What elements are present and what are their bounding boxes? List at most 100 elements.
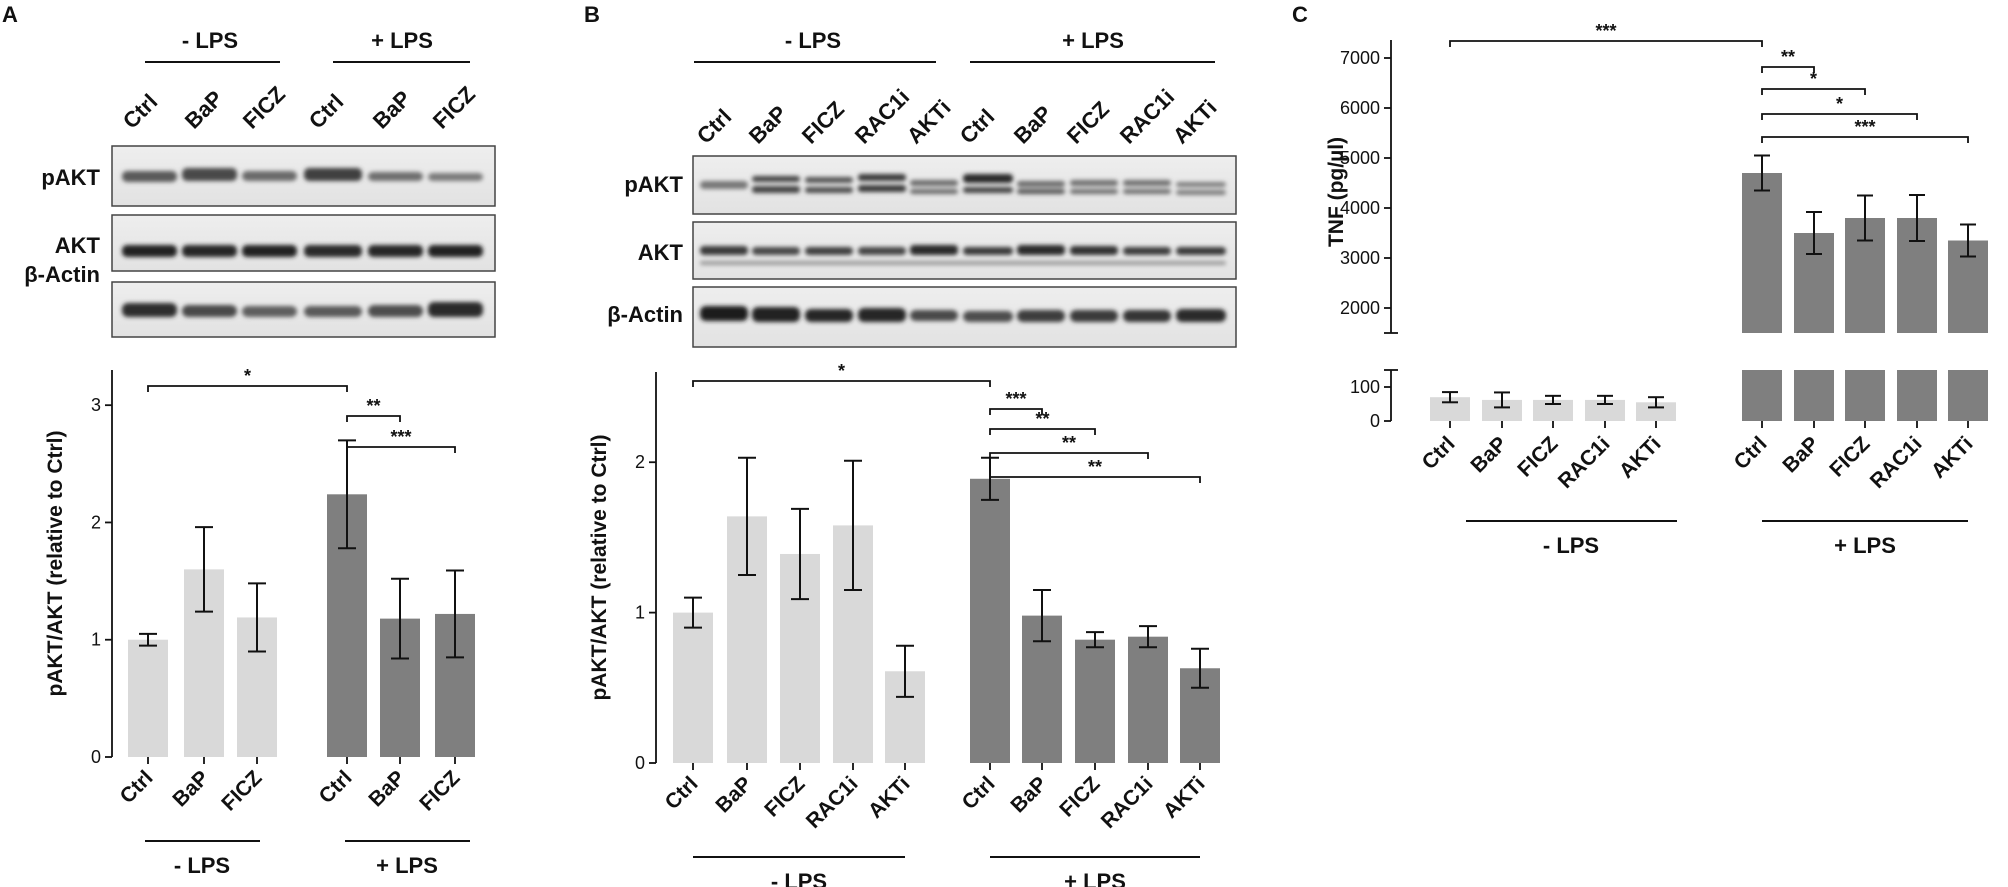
- chart-b-sig-bracket-3-label: **: [1062, 433, 1076, 453]
- chart-b-bar-0: [673, 612, 713, 763]
- chart-a-y-tick-label-2: 2: [91, 512, 101, 532]
- chart-a-y-tick-label-0: 0: [91, 747, 101, 767]
- chart-a-error-bar-4: [391, 577, 409, 660]
- blot-b-lane-label-5: Ctrl: [955, 104, 999, 148]
- chart-c-sig-bracket-0-label: ***: [1595, 21, 1616, 41]
- chart-c-sig-bracket-2-label: *: [1810, 69, 1817, 89]
- chart-c-y-axis-label: TNF (pg/µl): [1325, 137, 1348, 247]
- blot-b-strip-actin: [692, 286, 1237, 348]
- chart-a-sig-bracket-0-label: *: [244, 366, 251, 386]
- panel-letter-c: C: [1292, 2, 1308, 27]
- chart-c-group-label-neg: - LPS: [1543, 533, 1599, 558]
- chart-c-error-bar-1: [1494, 391, 1510, 409]
- blot-b-lane-label-7: FICZ: [1062, 96, 1114, 148]
- chart-b-bar-7: [1075, 639, 1115, 763]
- chart-a-x-tick-label-5: FICZ: [415, 766, 464, 815]
- chart-b-group-label-neg: - LPS: [771, 869, 827, 887]
- chart-b-sig-bracket-4-label: **: [1088, 457, 1102, 477]
- chart-c-y-tick-label-upper-5: 7000: [1340, 48, 1380, 68]
- blot-a-strip-akt: [111, 214, 496, 272]
- chart-a-sig-bracket-2: ***: [346, 427, 456, 453]
- chart-c-sig-bracket-1-line: [1761, 66, 1815, 73]
- chart-c-y-tick-label-lower-0: 0: [1370, 411, 1380, 431]
- chart-a-error-bar-0: [139, 632, 157, 647]
- chart-a-sig-bracket-2-label: ***: [390, 427, 411, 447]
- chart-c-bar-lower-7: [1845, 370, 1885, 421]
- blot-b-strip-akt: [692, 221, 1237, 280]
- chart-c-error-bar-2: [1545, 394, 1561, 405]
- chart-c-sig-bracket-1-label: **: [1781, 47, 1795, 67]
- blot-a-lane-label-1: BaP: [180, 86, 228, 134]
- chart-b-x-tick-label-8: RAC1i: [1097, 772, 1158, 833]
- chart-b-sig-bracket-3: **: [989, 433, 1149, 459]
- chart-c-sig-bracket-1: **: [1761, 47, 1815, 73]
- chart-b-x-tick-label-9: AKTi: [1159, 772, 1210, 823]
- chart-b-y-axis-label: pAKT/AKT (relative to Ctrl): [588, 434, 611, 700]
- chart-a-group-label-neg: - LPS: [174, 853, 230, 878]
- chart-c-y-tick-label-upper-1: 3000: [1340, 248, 1380, 268]
- chart-c-bar-0: [1430, 397, 1470, 421]
- chart-a-y-tick-label-1: 1: [91, 630, 101, 650]
- chart-a-y-axis-label: pAKT/AKT (relative to Ctrl): [44, 430, 67, 696]
- panel-letter-a: A: [2, 2, 18, 27]
- chart-b-sig-bracket-1-label: ***: [1005, 389, 1026, 409]
- blot-b-lane-label-0: Ctrl: [692, 104, 736, 148]
- blot-b-row-label-actin: β-Actin: [607, 302, 683, 327]
- chart-c-bar-lower-9: [1948, 370, 1988, 421]
- blot-a-lane-label-3: Ctrl: [304, 89, 348, 133]
- chart-b-sig-bracket-3-line: [989, 452, 1149, 459]
- chart-b-error-bar-6: [1033, 589, 1051, 643]
- chart-c-sig-bracket-4: ***: [1761, 117, 1969, 143]
- chart-a-x-tick-label-0: Ctrl: [116, 766, 158, 808]
- chart-a-x-tick-label-1: BaP: [168, 766, 213, 811]
- blot-a-lane-label-0: Ctrl: [118, 89, 162, 133]
- chart-c-y-tick-label-upper-0: 2000: [1340, 298, 1380, 318]
- blot-a-lane-label-2: FICZ: [238, 81, 290, 133]
- chart-a-sig-bracket-1-label: **: [366, 396, 380, 416]
- blot-b-lane-label-6: BaP: [1009, 101, 1057, 149]
- chart-c-sig-bracket-2: *: [1761, 69, 1866, 95]
- chart-c-y-tick-label-upper-3: 5000: [1340, 148, 1380, 168]
- chart-c-bar-2: [1533, 399, 1573, 421]
- blot-a-lane-label-5: FICZ: [428, 81, 480, 133]
- chart-b-error-bar-3: [844, 459, 862, 592]
- blot-a-group-neg: - LPS: [182, 28, 238, 53]
- chart-c-bar-1: [1482, 399, 1522, 421]
- chart-b-y-tick-label-1: 1: [635, 603, 645, 623]
- chart-c: 2000 3000 4000 5000 6000 7000 0 100 TNF (pg/µl) C…: [1325, 21, 1988, 558]
- chart-a-y-tick-label-3: 3: [91, 395, 101, 415]
- chart-a-x-tick-label-4: BaP: [364, 766, 409, 811]
- panel-a-blot: - LPS + LPS Ctrl BaP FICZ Ctrl BaP FICZ pAKT …: [24, 28, 496, 338]
- chart-a-sig-bracket-1: **: [346, 396, 401, 422]
- chart-b-sig-bracket-0: *: [692, 361, 991, 387]
- chart-b-error-bar-8: [1139, 625, 1157, 649]
- blot-b-lane-label-3: RAC1i: [850, 84, 914, 148]
- blot-a-row-label-akt: AKT: [55, 233, 101, 258]
- chart-a-group-label-pos: + LPS: [376, 853, 438, 878]
- blot-b-row-label-akt: AKT: [638, 240, 684, 265]
- blot-b-group-pos: + LPS: [1062, 28, 1124, 53]
- chart-c-sig-bracket-0: ***: [1449, 21, 1763, 47]
- chart-b-error-bar-9: [1191, 647, 1209, 689]
- chart-c-bar-3: [1585, 399, 1625, 421]
- chart-b-x-tick-label-4: AKTi: [864, 772, 915, 823]
- chart-c-error-bar-0: [1442, 391, 1458, 404]
- chart-a-x-tick-label-2: FICZ: [217, 766, 266, 815]
- blot-a-row-label-actin: β-Actin: [24, 262, 100, 287]
- chart-c-sig-bracket-4-label: ***: [1854, 117, 1875, 137]
- chart-b-sig-bracket-1: ***: [989, 389, 1043, 415]
- chart-b-y-tick-label-0: 0: [635, 753, 645, 773]
- chart-a-error-bar-5: [446, 569, 464, 659]
- chart-c-x-tick-label-4: AKTi: [1615, 432, 1666, 483]
- chart-c-x-tick-label-3: RAC1i: [1554, 432, 1615, 493]
- blot-b-row-label-pakt: pAKT: [624, 172, 683, 197]
- blot-a-row-label-pakt: pAKT: [41, 165, 100, 190]
- chart-c-error-bar-4: [1648, 396, 1664, 409]
- chart-c-sig-bracket-3-line: [1761, 113, 1918, 120]
- chart-a-error-bar-2: [248, 582, 266, 653]
- chart-b-sig-bracket-1-line: [989, 408, 1043, 415]
- chart-c-error-bar-9: [1960, 223, 1976, 258]
